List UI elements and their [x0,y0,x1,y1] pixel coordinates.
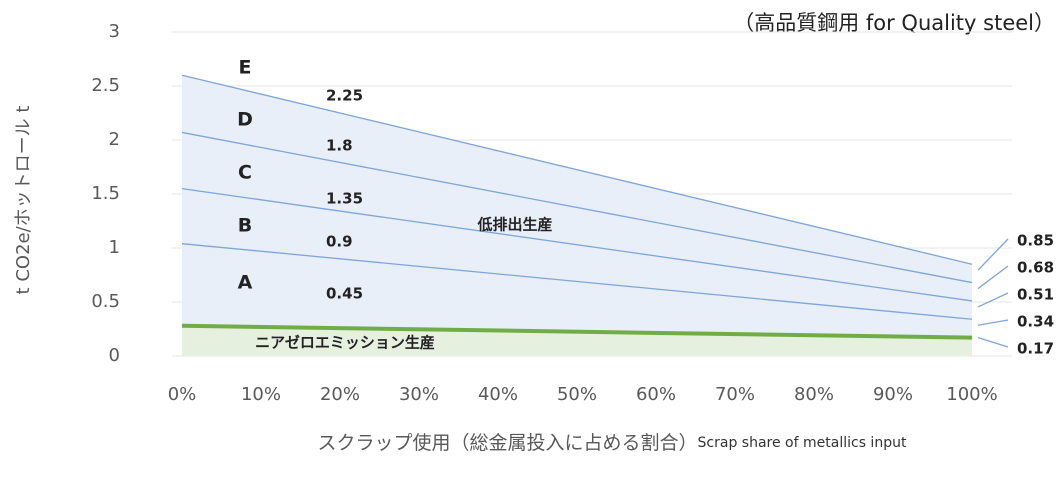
x-axis-label: スクラップ使用（総金属投入に占める割合）Scrap share of metal… [318,432,907,454]
y-tick-label: 1 [109,237,120,258]
band-label: 0.9 [326,233,353,251]
x-axis-label-ja: スクラップ使用（総金属投入に占める割合） [318,432,698,454]
series-line [181,74,973,265]
band-label: 0.45 [326,285,363,303]
y-tick-label: 1.5 [91,183,120,204]
near-zero-area [182,325,972,356]
band-label: 1.8 [326,137,353,155]
x-tick-label: 40% [478,384,518,405]
band-label: 1.35 [326,190,363,208]
annotation: ニアゼロエミッション生産 [255,334,435,352]
x-tick-label: 30% [399,384,439,405]
chart-title: （高品質鋼用 for Quality steel） [733,11,1055,35]
band-letter: C [238,162,252,184]
series-line [181,243,973,320]
y-tick-label: 2.5 [91,75,120,96]
end-value-label: 0.85 [1017,232,1054,250]
x-tick-label: 0% [168,384,197,405]
x-tick-label: 60% [636,384,676,405]
annotation: 低排出生産 [476,216,552,234]
connector [977,292,1009,308]
y-axis-label: t CO2e/ホットロール t [13,106,34,295]
connector [977,265,1009,290]
series-line [181,131,973,284]
end-value-label: 0.17 [1017,340,1054,358]
y-tick-label: 0.5 [91,291,120,312]
end-value-label: 0.34 [1017,313,1054,331]
end-value-label: 0.51 [1017,286,1054,304]
series-line [181,323,973,340]
series-line [181,187,973,302]
y-tick-label: 2 [109,129,120,150]
x-axis-label-en: Scrap share of metallics input [698,435,907,451]
x-tick-label: 100% [946,384,997,405]
band-letter: B [238,215,252,237]
connector [977,319,1009,326]
x-tick-label: 20% [320,384,360,405]
x-tick-label: 90% [873,384,913,405]
x-tick-label: 50% [557,384,597,405]
band-letter: E [239,57,252,79]
connector [977,238,1009,271]
band-letter: D [237,109,253,131]
y-tick-label: 3 [109,21,120,42]
y-tick-label: 0 [109,345,120,366]
band-label: 2.25 [326,87,363,105]
x-tick-label: 10% [241,384,281,405]
band-letter: A [238,272,253,294]
x-tick-label: 70% [715,384,755,405]
x-tick-label: 80% [794,384,834,405]
low-emission-area [182,75,972,338]
end-value-label: 0.68 [1017,259,1054,277]
connector [977,337,1009,348]
